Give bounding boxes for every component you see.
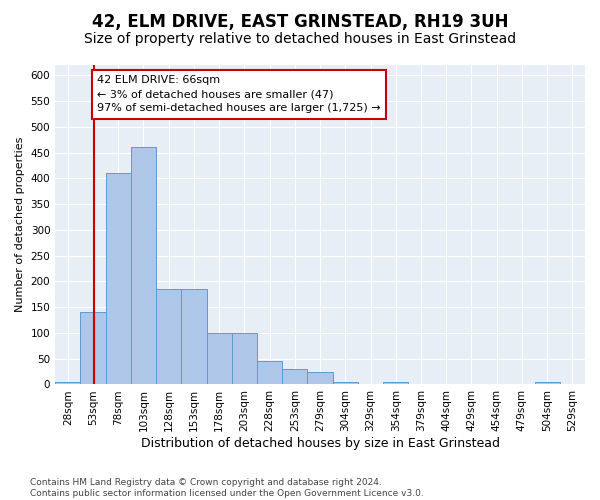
Bar xyxy=(332,382,358,384)
X-axis label: Distribution of detached houses by size in East Grinstead: Distribution of detached houses by size … xyxy=(140,437,500,450)
Bar xyxy=(383,382,409,384)
Bar xyxy=(232,333,257,384)
Text: Contains HM Land Registry data © Crown copyright and database right 2024.
Contai: Contains HM Land Registry data © Crown c… xyxy=(30,478,424,498)
Bar xyxy=(535,382,560,384)
Bar xyxy=(156,289,181,384)
Bar xyxy=(131,148,156,384)
Bar xyxy=(282,369,307,384)
Bar xyxy=(206,333,232,384)
Bar xyxy=(106,173,131,384)
Text: 42 ELM DRIVE: 66sqm
← 3% of detached houses are smaller (47)
97% of semi-detache: 42 ELM DRIVE: 66sqm ← 3% of detached hou… xyxy=(97,76,381,114)
Bar xyxy=(80,312,106,384)
Y-axis label: Number of detached properties: Number of detached properties xyxy=(15,137,25,312)
Bar xyxy=(307,372,332,384)
Text: 42, ELM DRIVE, EAST GRINSTEAD, RH19 3UH: 42, ELM DRIVE, EAST GRINSTEAD, RH19 3UH xyxy=(92,12,508,30)
Bar xyxy=(257,362,282,384)
Text: Size of property relative to detached houses in East Grinstead: Size of property relative to detached ho… xyxy=(84,32,516,46)
Bar xyxy=(181,289,206,384)
Bar xyxy=(55,382,80,384)
